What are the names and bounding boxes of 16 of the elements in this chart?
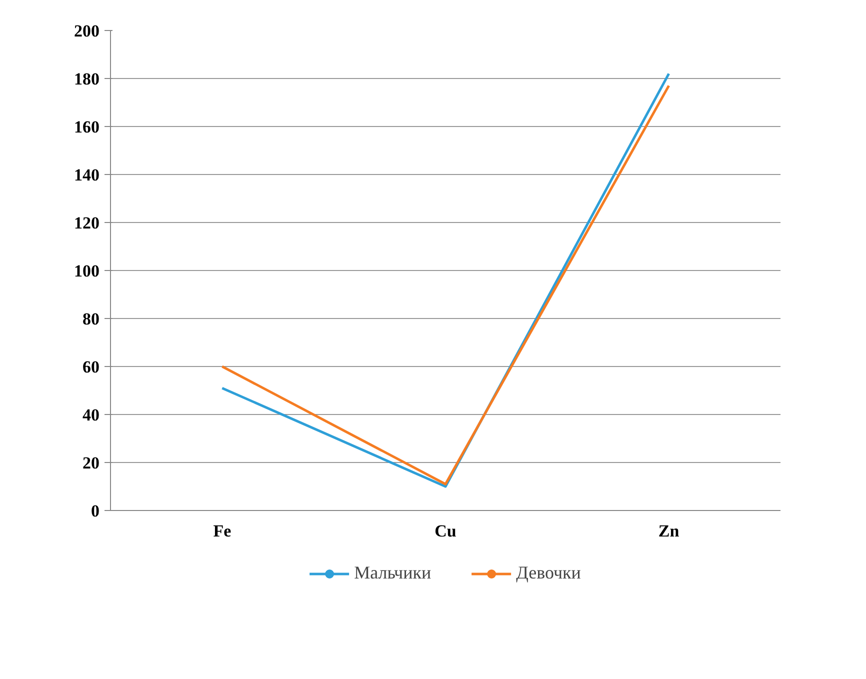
y-tick-label: 100 — [74, 262, 100, 280]
y-tick-label: 20 — [82, 454, 100, 472]
legend-label: Девочки — [516, 562, 581, 584]
y-tick-label: 80 — [82, 310, 100, 328]
y-tick-label: 0 — [91, 502, 100, 520]
y-tick-label: 40 — [82, 406, 100, 424]
y-tick-label: 160 — [74, 118, 100, 136]
y-tick-label: 180 — [74, 70, 100, 88]
y-tick-label: 60 — [82, 358, 100, 376]
y-tick-label: 120 — [74, 214, 100, 232]
x-tick-label: Fe — [213, 522, 232, 540]
y-tick-label: 200 — [74, 22, 100, 40]
x-tick-label: Cu — [434, 522, 456, 540]
legend-label: Мальчики — [354, 562, 432, 584]
x-tick-label: Zn — [658, 522, 680, 540]
y-tick-label: 140 — [74, 166, 100, 184]
